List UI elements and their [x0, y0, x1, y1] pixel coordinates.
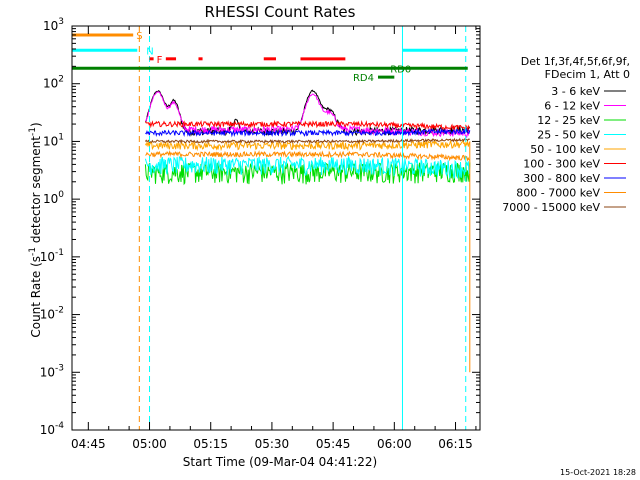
x-tick-label: 04:45	[71, 437, 106, 451]
chart-title: RHESSI Count Rates	[205, 3, 356, 21]
series-line	[144, 119, 471, 131]
legend-entry-label: 7000 - 15000 keV	[502, 201, 600, 214]
x-axis-label: Start Time (09-Mar-04 04:41:22)	[183, 455, 377, 469]
series-line	[144, 137, 470, 145]
series-line	[145, 149, 470, 162]
legend: Det 1f,3f,4f,5f,6f,9f, FDecim 1, Att 0 3…	[502, 55, 630, 214]
legend-entry-label: 100 - 300 keV	[523, 158, 600, 171]
y-tick-label: 10-4	[40, 421, 65, 437]
data-traces	[144, 89, 471, 373]
legend-entry-label: 800 - 7000 keV	[516, 187, 600, 200]
status-bar-label: RD0	[390, 64, 411, 75]
y-tick-label: 10-3	[40, 363, 64, 379]
x-tick-label: 05:15	[193, 437, 228, 451]
x-tick-label: 05:00	[132, 437, 167, 451]
y-tick-label: 10-2	[40, 306, 64, 322]
y-tick-label: 101	[43, 132, 64, 148]
time-markers	[71, 26, 467, 430]
legend-entry-label: 300 - 800 keV	[523, 172, 600, 185]
legend-entry-label: 12 - 25 keV	[537, 114, 600, 127]
y-tick-label: 102	[43, 75, 64, 91]
x-tick-label: 06:15	[438, 437, 473, 451]
x-tick-label: 06:00	[377, 437, 412, 451]
series-line	[145, 127, 471, 138]
plot-frame	[71, 25, 481, 431]
status-bar-label: N	[146, 46, 153, 57]
legend-header-line-1: Det 1f,3f,4f,5f,6f,9f,	[521, 55, 630, 68]
series-line	[144, 139, 471, 152]
legend-header-line-2: FDecim 1, Att 0	[545, 68, 630, 81]
y-tick-label: 100	[43, 190, 64, 206]
x-axis: 04:45 05:00 05:15 05:30 05:45 06:00 06:15	[71, 26, 477, 451]
legend-entry-label: 25 - 50 keV	[537, 129, 600, 142]
y-axis: 10-4 10-3 10-2 10-1 100 101 102 103	[40, 17, 480, 437]
legend-entry-label: 6 - 12 keV	[544, 100, 600, 113]
y-tick-label: 103	[43, 17, 64, 33]
y-tick-label: 10-1	[40, 248, 64, 264]
status-bar-label: S	[136, 31, 142, 42]
status-bar-label: RD4	[353, 73, 374, 84]
timestamp: 15-Oct-2021 18:28	[560, 468, 636, 477]
legend-entry-label: 3 - 6 keV	[551, 85, 600, 98]
series-line	[145, 89, 471, 137]
status-bars: SNF RD0 RD4	[72, 31, 468, 84]
x-tick-label: 05:45	[316, 437, 351, 451]
legend-entry-label: 50 - 100 keV	[530, 143, 600, 156]
x-tick-label: 05:30	[255, 437, 290, 451]
y-axis-label: Count Rate (s-1 detector segment-1)	[28, 122, 43, 337]
series-line	[144, 155, 471, 179]
status-bar-label: F	[157, 55, 163, 66]
